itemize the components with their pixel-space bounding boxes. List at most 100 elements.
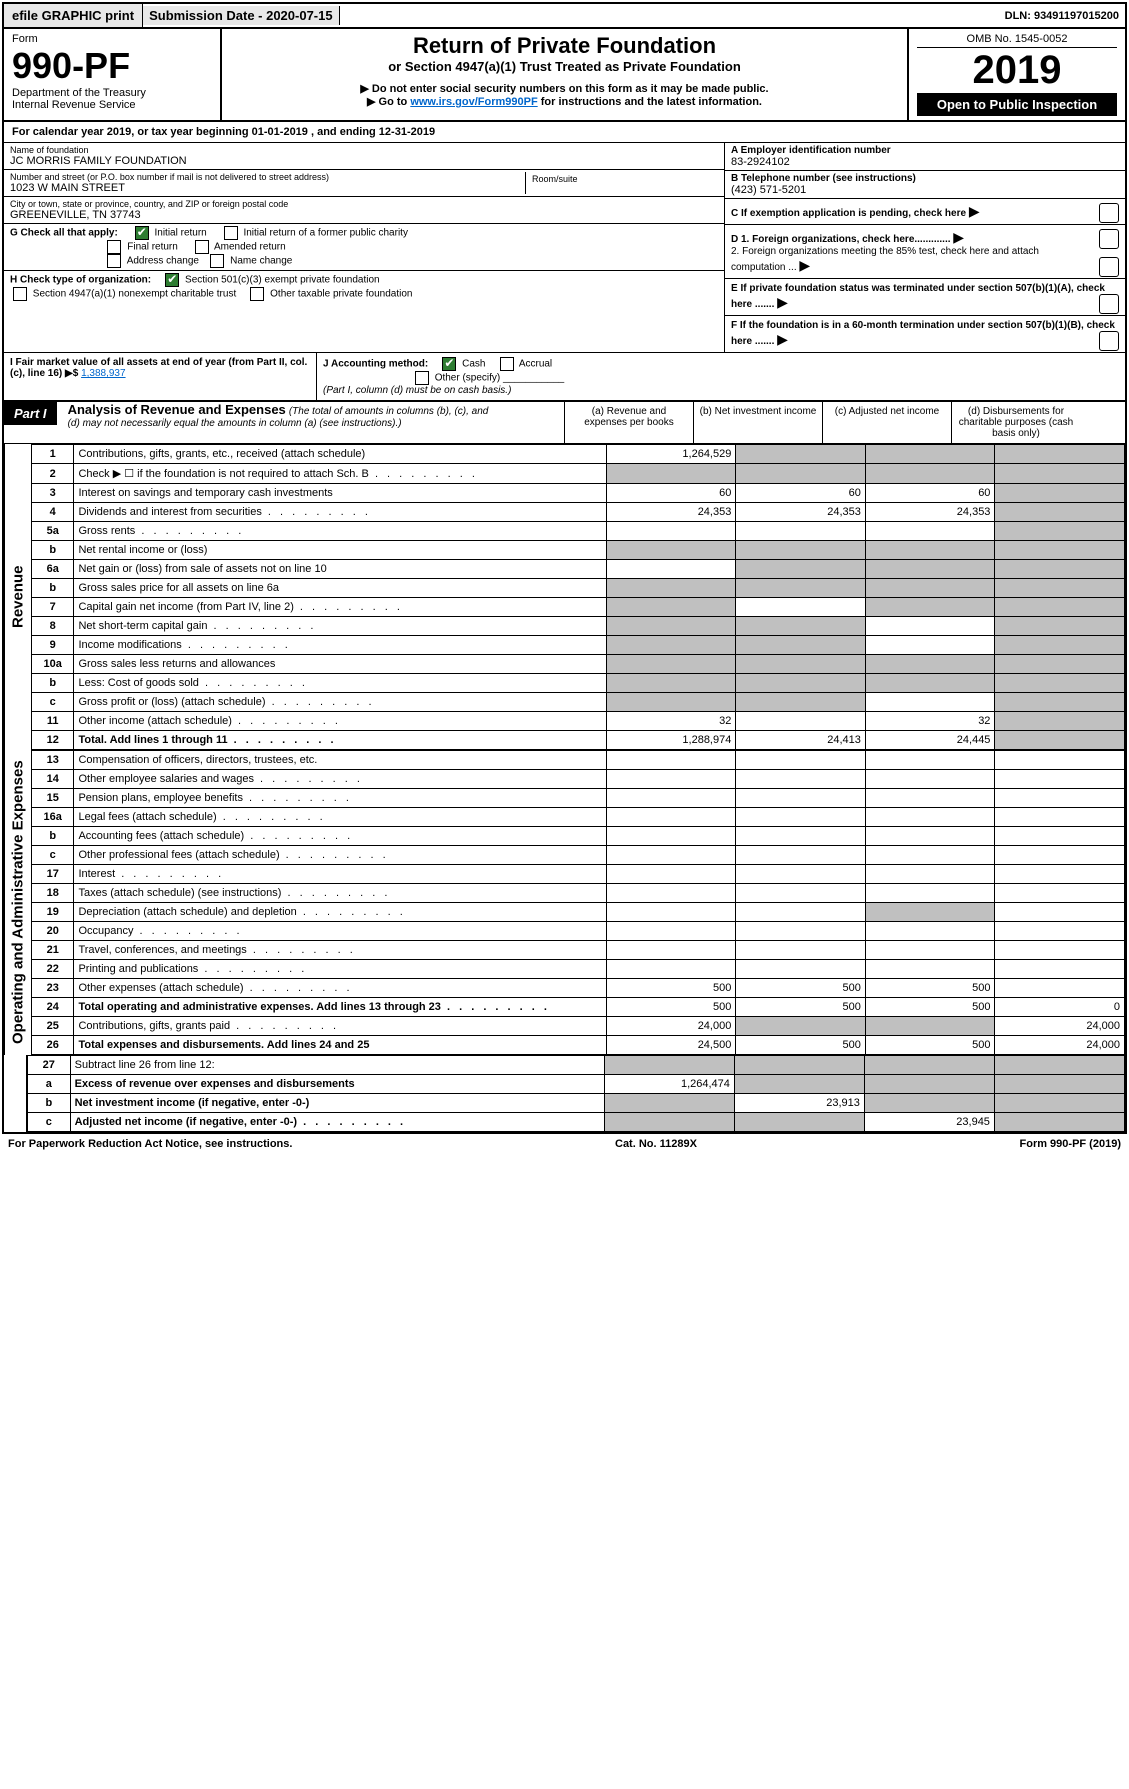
- value-cell-c: [865, 617, 995, 636]
- value-cell-b: [736, 541, 866, 560]
- checkbox-4947[interactable]: [13, 287, 27, 301]
- dln-number: DLN: 93491197015200: [999, 8, 1125, 24]
- value-cell-a: [606, 522, 736, 541]
- col-c-header: (c) Adjusted net income: [823, 402, 952, 443]
- revenue-section: Revenue 1Contributions, gifts, grants, e…: [4, 444, 1125, 750]
- checkbox-name-change[interactable]: [210, 254, 224, 268]
- value-cell-a: [606, 579, 736, 598]
- line-number: 25: [32, 1017, 74, 1036]
- line-description: Excess of revenue over expenses and disb…: [70, 1075, 604, 1094]
- checkbox-cash[interactable]: [442, 357, 456, 371]
- table-row: bLess: Cost of goods sold: [32, 674, 1125, 693]
- value-cell-d: [995, 598, 1125, 617]
- value-cell-b: [736, 903, 866, 922]
- table-row: 26Total expenses and disbursements. Add …: [32, 1036, 1125, 1055]
- d2-label: 2. Foreign organizations meeting the 85%…: [731, 246, 1039, 273]
- value-cell-b: [736, 598, 866, 617]
- line-number: 7: [32, 598, 74, 617]
- checkbox-initial-former[interactable]: [224, 226, 238, 240]
- expenses-vert-label: Operating and Administrative Expenses: [4, 750, 31, 1055]
- value-cell-d: [995, 770, 1125, 789]
- omb-number: OMB No. 1545-0052: [917, 33, 1117, 48]
- line-number: 3: [32, 484, 74, 503]
- checkbox-501c3[interactable]: [165, 273, 179, 287]
- value-cell-a: 1,288,974: [606, 731, 736, 750]
- opt-cash: Cash: [462, 359, 485, 370]
- f-label: F If the foundation is in a 60-month ter…: [731, 320, 1115, 347]
- checkbox-f[interactable]: [1099, 331, 1119, 351]
- value-cell-b: [736, 636, 866, 655]
- checkbox-amended[interactable]: [195, 240, 209, 254]
- value-cell-d: [995, 560, 1125, 579]
- table-row: bAccounting fees (attach schedule): [32, 827, 1125, 846]
- value-cell-c: [865, 598, 995, 617]
- table-row: aExcess of revenue over expenses and dis…: [28, 1075, 1125, 1094]
- line-number: b: [28, 1094, 71, 1113]
- value-cell-d: [994, 1075, 1124, 1094]
- efile-print-button[interactable]: efile GRAPHIC print: [4, 4, 143, 27]
- footer-right: Form 990-PF (2019): [1020, 1138, 1121, 1150]
- value-cell-b: [734, 1113, 864, 1132]
- table-row: 13Compensation of officers, directors, t…: [32, 751, 1125, 770]
- value-cell-b: 23,913: [734, 1094, 864, 1113]
- ssn-warning: ▶ Do not enter social security numbers o…: [230, 82, 899, 95]
- page-footer: For Paperwork Reduction Act Notice, see …: [0, 1136, 1129, 1152]
- line-description: Taxes (attach schedule) (see instruction…: [74, 884, 606, 903]
- table-row: 6aNet gain or (loss) from sale of assets…: [32, 560, 1125, 579]
- table-row: cOther professional fees (attach schedul…: [32, 846, 1125, 865]
- opt-amended: Amended return: [214, 242, 286, 253]
- line-number: c: [28, 1113, 71, 1132]
- line-number: 13: [32, 751, 74, 770]
- table-row: cAdjusted net income (if negative, enter…: [28, 1113, 1125, 1132]
- table-row: 24Total operating and administrative exp…: [32, 998, 1125, 1017]
- checkbox-initial-return[interactable]: [135, 226, 149, 240]
- line-number: b: [32, 541, 74, 560]
- line-description: Less: Cost of goods sold: [74, 674, 606, 693]
- value-cell-d: [995, 789, 1125, 808]
- opt-501c3: Section 501(c)(3) exempt private foundat…: [185, 275, 380, 286]
- checkbox-addr-change[interactable]: [107, 254, 121, 268]
- value-cell-b: [736, 865, 866, 884]
- line-number: 17: [32, 865, 74, 884]
- value-cell-b: [736, 655, 866, 674]
- line-description: Subtract line 26 from line 12:: [70, 1056, 604, 1075]
- checkbox-c[interactable]: [1099, 203, 1119, 223]
- table-row: 7Capital gain net income (from Part IV, …: [32, 598, 1125, 617]
- value-cell-c: 500: [865, 998, 995, 1017]
- checkbox-other-method[interactable]: [415, 371, 429, 385]
- top-bar: efile GRAPHIC print Submission Date - 20…: [4, 4, 1125, 29]
- value-cell-b: [736, 579, 866, 598]
- checkbox-other-taxable[interactable]: [250, 287, 264, 301]
- line-number: c: [32, 846, 74, 865]
- h-label: H Check type of organization:: [10, 275, 151, 286]
- value-cell-d: [994, 1113, 1124, 1132]
- checkbox-accrual[interactable]: [500, 357, 514, 371]
- expenses-section: Operating and Administrative Expenses 13…: [4, 750, 1125, 1055]
- checkbox-e[interactable]: [1099, 294, 1119, 314]
- value-cell-c: [865, 445, 995, 464]
- line-description: Net short-term capital gain: [74, 617, 606, 636]
- phone-value: (423) 571-5201: [731, 184, 1119, 196]
- value-cell-d: [995, 941, 1125, 960]
- value-cell-d: [995, 960, 1125, 979]
- checkbox-d1[interactable]: [1099, 229, 1119, 249]
- value-cell-a: 24,000: [606, 1017, 736, 1036]
- line-description: Income modifications: [74, 636, 606, 655]
- fmv-value[interactable]: 1,388,937: [81, 368, 126, 379]
- calendar-year-row: For calendar year 2019, or tax year begi…: [4, 122, 1125, 143]
- line-number: 20: [32, 922, 74, 941]
- section-h: H Check type of organization: Section 50…: [4, 271, 724, 303]
- line-number: 5a: [32, 522, 74, 541]
- value-cell-c: [865, 770, 995, 789]
- section-i-j: I Fair market value of all assets at end…: [4, 353, 1125, 401]
- instructions-link[interactable]: www.irs.gov/Form990PF: [410, 96, 537, 108]
- value-cell-c: [865, 941, 995, 960]
- line-description: Legal fees (attach schedule): [74, 808, 606, 827]
- value-cell-a: [606, 827, 736, 846]
- value-cell-d: [995, 636, 1125, 655]
- checkbox-final-return[interactable]: [107, 240, 121, 254]
- ein-value: 83-2924102: [731, 156, 1119, 168]
- col-b-header: (b) Net investment income: [694, 402, 823, 443]
- value-cell-a: [606, 693, 736, 712]
- checkbox-d2[interactable]: [1099, 257, 1119, 277]
